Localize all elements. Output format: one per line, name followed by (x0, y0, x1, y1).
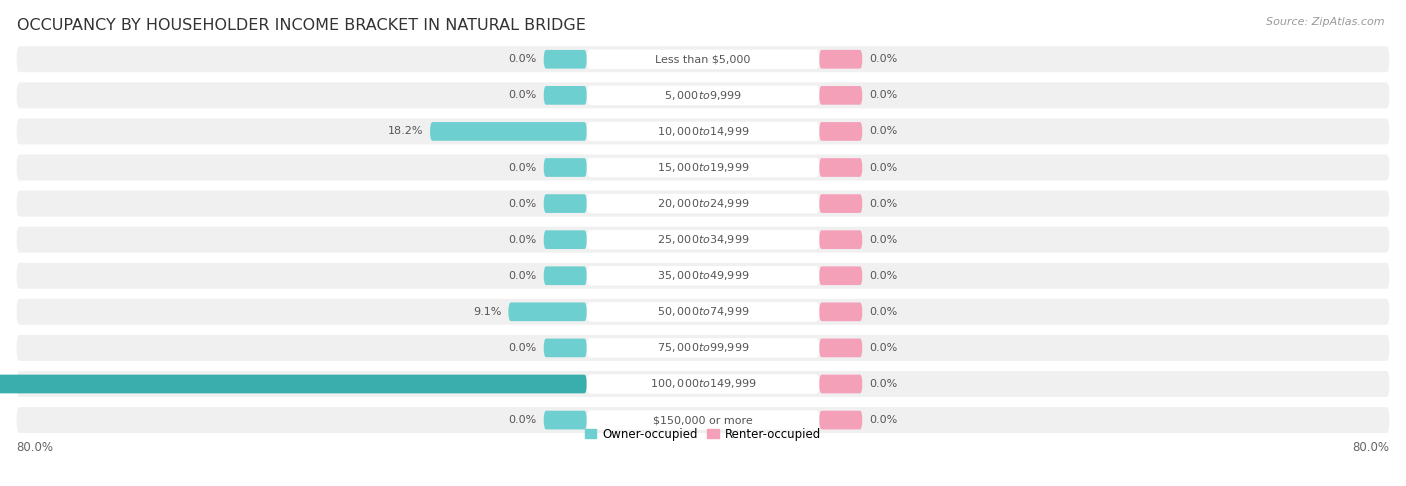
FancyBboxPatch shape (544, 194, 586, 213)
Text: 0.0%: 0.0% (869, 90, 897, 100)
FancyBboxPatch shape (586, 266, 820, 285)
FancyBboxPatch shape (820, 50, 862, 69)
Text: 0.0%: 0.0% (509, 54, 537, 64)
FancyBboxPatch shape (586, 374, 820, 394)
FancyBboxPatch shape (820, 158, 862, 177)
FancyBboxPatch shape (820, 194, 862, 213)
FancyBboxPatch shape (820, 230, 862, 249)
FancyBboxPatch shape (544, 158, 586, 177)
FancyBboxPatch shape (586, 122, 820, 141)
FancyBboxPatch shape (430, 122, 586, 141)
FancyBboxPatch shape (586, 86, 820, 105)
Text: $15,000 to $19,999: $15,000 to $19,999 (657, 161, 749, 174)
Text: 9.1%: 9.1% (472, 307, 502, 317)
Text: 0.0%: 0.0% (509, 235, 537, 244)
Text: 0.0%: 0.0% (869, 271, 897, 281)
FancyBboxPatch shape (17, 226, 1389, 253)
Text: $20,000 to $24,999: $20,000 to $24,999 (657, 197, 749, 210)
Text: $150,000 or more: $150,000 or more (654, 415, 752, 425)
Text: 0.0%: 0.0% (869, 199, 897, 208)
Text: $35,000 to $49,999: $35,000 to $49,999 (657, 269, 749, 282)
Text: 0.0%: 0.0% (509, 343, 537, 353)
Legend: Owner-occupied, Renter-occupied: Owner-occupied, Renter-occupied (579, 423, 827, 445)
Text: 0.0%: 0.0% (869, 415, 897, 425)
FancyBboxPatch shape (820, 339, 862, 357)
FancyBboxPatch shape (544, 230, 586, 249)
Text: $25,000 to $34,999: $25,000 to $34,999 (657, 233, 749, 246)
FancyBboxPatch shape (820, 122, 862, 141)
FancyBboxPatch shape (17, 191, 1389, 217)
FancyBboxPatch shape (17, 119, 1389, 144)
Text: 0.0%: 0.0% (509, 90, 537, 100)
FancyBboxPatch shape (17, 155, 1389, 180)
Text: $5,000 to $9,999: $5,000 to $9,999 (664, 89, 742, 102)
FancyBboxPatch shape (17, 263, 1389, 289)
Text: 0.0%: 0.0% (869, 307, 897, 317)
Text: $50,000 to $74,999: $50,000 to $74,999 (657, 305, 749, 318)
FancyBboxPatch shape (509, 302, 586, 321)
FancyBboxPatch shape (586, 194, 820, 213)
FancyBboxPatch shape (586, 158, 820, 177)
Text: 0.0%: 0.0% (869, 54, 897, 64)
FancyBboxPatch shape (586, 338, 820, 358)
Text: 0.0%: 0.0% (509, 271, 537, 281)
Text: Source: ZipAtlas.com: Source: ZipAtlas.com (1267, 17, 1385, 27)
FancyBboxPatch shape (820, 302, 862, 321)
Text: 0.0%: 0.0% (509, 199, 537, 208)
FancyBboxPatch shape (17, 299, 1389, 325)
Text: 0.0%: 0.0% (869, 343, 897, 353)
Text: 0.0%: 0.0% (509, 162, 537, 173)
FancyBboxPatch shape (0, 375, 586, 393)
FancyBboxPatch shape (820, 411, 862, 430)
Text: 0.0%: 0.0% (869, 162, 897, 173)
Text: OCCUPANCY BY HOUSEHOLDER INCOME BRACKET IN NATURAL BRIDGE: OCCUPANCY BY HOUSEHOLDER INCOME BRACKET … (17, 18, 585, 34)
FancyBboxPatch shape (17, 82, 1389, 108)
Text: Less than $5,000: Less than $5,000 (655, 54, 751, 64)
Text: 18.2%: 18.2% (388, 126, 423, 137)
FancyBboxPatch shape (820, 375, 862, 393)
FancyBboxPatch shape (544, 86, 586, 104)
FancyBboxPatch shape (586, 302, 820, 322)
FancyBboxPatch shape (17, 371, 1389, 397)
Text: $10,000 to $14,999: $10,000 to $14,999 (657, 125, 749, 138)
FancyBboxPatch shape (544, 411, 586, 430)
Text: 0.0%: 0.0% (869, 126, 897, 137)
FancyBboxPatch shape (544, 50, 586, 69)
FancyBboxPatch shape (820, 86, 862, 104)
Text: 0.0%: 0.0% (509, 415, 537, 425)
Text: 80.0%: 80.0% (17, 441, 53, 453)
FancyBboxPatch shape (820, 266, 862, 285)
FancyBboxPatch shape (17, 335, 1389, 361)
FancyBboxPatch shape (17, 46, 1389, 72)
Text: $100,000 to $149,999: $100,000 to $149,999 (650, 378, 756, 390)
FancyBboxPatch shape (586, 50, 820, 69)
FancyBboxPatch shape (17, 407, 1389, 433)
Text: 0.0%: 0.0% (869, 235, 897, 244)
Text: 80.0%: 80.0% (1353, 441, 1389, 453)
FancyBboxPatch shape (544, 266, 586, 285)
Text: 0.0%: 0.0% (869, 379, 897, 389)
Text: $75,000 to $99,999: $75,000 to $99,999 (657, 341, 749, 354)
FancyBboxPatch shape (544, 339, 586, 357)
FancyBboxPatch shape (586, 410, 820, 430)
FancyBboxPatch shape (586, 230, 820, 249)
